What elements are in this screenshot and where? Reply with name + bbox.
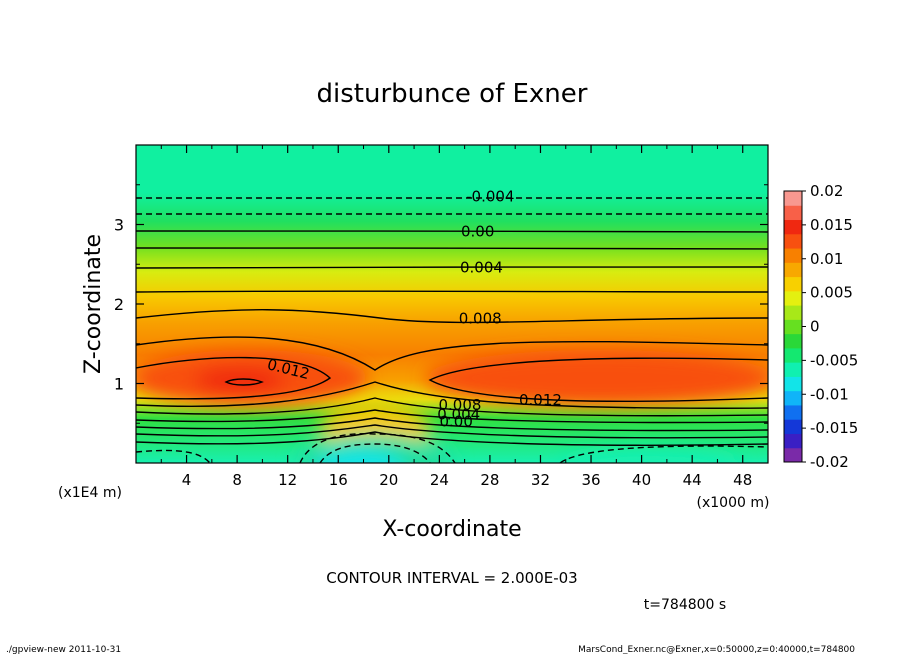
colorbar-segment (784, 347, 802, 363)
colorbar-segment (784, 390, 802, 406)
contour-interval-text: CONTOUR INTERVAL = 2.000E-03 (326, 569, 577, 587)
colorbar-tick-label: 0 (810, 318, 820, 336)
contour-0.006-lower (136, 409, 768, 424)
colorbar-tick-label: -0.01 (810, 385, 849, 403)
colorbar-segment (784, 262, 802, 278)
colorbar-segment (784, 205, 802, 221)
x-axis-label: X-coordinate (382, 517, 521, 542)
x-axis: 4 8 12 16 20 24 28 32 36 40 44 48 (160, 145, 752, 489)
contour-0.004-lower (136, 417, 768, 432)
right-bottom-cool (560, 450, 740, 463)
contour-label-group: -0.0040.000.0040.0080.0120.0120.0080.004… (265, 188, 562, 431)
contour-label: 0.008 (459, 309, 502, 327)
colorbar-segment (784, 319, 802, 335)
colorbar-tick-label: -0.005 (810, 351, 858, 369)
y-unit-label: (x1E4 m) (58, 485, 122, 501)
footer-left: ./gpview-new 2011-10-31 (6, 645, 121, 654)
x-tick-label: 8 (232, 471, 242, 489)
colorbar: 0.02 0.015 0.01 0.005 0 -0.005 -0.01 -0.015 -0.0… (783, 182, 858, 471)
chart-title: disturbunce of Exner (317, 79, 588, 109)
x-tick-label: 36 (581, 471, 600, 489)
x-tick-label: 12 (278, 471, 297, 489)
colorbar-segment (784, 191, 802, 206)
contour-dashed-right (559, 445, 768, 463)
max-core-left (195, 368, 285, 392)
contour-label-text: 0.012 (519, 391, 562, 409)
y-tick-label: 3 (114, 216, 124, 235)
contour-label-text: 0.008 (439, 396, 482, 414)
contour-label: 0.004 (437, 406, 480, 424)
contour-0.00-upper (136, 230, 768, 233)
contour-label-text: 0.00 (461, 223, 494, 241)
contour-label-text: 0.004 (437, 406, 480, 424)
contour-label: 0.004 (460, 258, 503, 276)
contour-0.012-left (136, 356, 332, 400)
colorbar-tick-label: 0.02 (810, 182, 843, 200)
contour-dashed-left (136, 449, 211, 463)
contour-label-text: 0.008 (459, 309, 502, 327)
colorbar-segment (784, 248, 802, 263)
contour-0.010 (136, 336, 768, 371)
contour-0.014 (224, 378, 264, 386)
contour-dashed-center-inner (319, 443, 431, 463)
colorbar-tick-label: -0.02 (810, 453, 849, 471)
colorbar-segment (784, 305, 802, 320)
y-tick-label: 1 (114, 375, 124, 394)
contour-0.012-right (428, 357, 768, 403)
contour-label: 0.008 (439, 396, 482, 414)
contour-0.006 (136, 290, 768, 293)
contour-0.010-lower (136, 381, 768, 409)
contour-label: 0.00 (461, 223, 494, 241)
colorbar-segment (784, 290, 802, 306)
contour-0.002-lower (136, 424, 768, 439)
footer-right: MarsCond_Exner.nc@Exner,x=0:50000,z=0:40… (578, 645, 855, 654)
contour-0.008 (136, 309, 768, 324)
contour-label-text: 0.00 (439, 413, 472, 431)
y-axis-label: Z-coordinate (81, 234, 106, 374)
colorbar-segment (784, 233, 802, 249)
x-tick-label: 28 (480, 471, 499, 489)
contour-dashed-center (299, 433, 456, 463)
x-tick-label: 16 (329, 471, 348, 489)
contour-0.002 (136, 247, 768, 250)
y-tick-label: 2 (114, 295, 124, 314)
y-axis: 1 2 3 (114, 184, 768, 424)
contour-0.004 (136, 266, 768, 269)
contour-label: 0.012 (519, 391, 562, 409)
colorbar-segment (784, 276, 802, 292)
x-tick-label: 32 (531, 471, 550, 489)
x-tick-label: 24 (430, 471, 449, 489)
x-tick-label: 40 (632, 471, 651, 489)
contour-label: -0.004 (466, 188, 514, 206)
x-tick-label: 4 (182, 471, 192, 489)
center-cold (317, 450, 403, 463)
colorbar-segment (784, 404, 802, 420)
colorbar-segment (784, 419, 802, 434)
x-tick-label: 44 (683, 471, 702, 489)
contour-label-text: 0.004 (460, 258, 503, 276)
x-tick-label: 20 (379, 471, 398, 489)
time-text: t=784800 s (644, 597, 726, 613)
colorbar-tick-label: -0.015 (810, 419, 858, 437)
colorbar-segment (784, 433, 802, 449)
contour-lines (136, 197, 768, 463)
colorbar-segment (784, 219, 802, 235)
x-unit-label: (x1000 m) (697, 495, 770, 511)
contour-label-text: -0.004 (466, 188, 514, 206)
colorbar-segment (784, 376, 802, 392)
colorbar-tick-label: 0.01 (810, 250, 843, 268)
heatmap-field: -0.0040.000.0040.0080.0120.0120.0080.004… (136, 145, 768, 463)
colorbar-segment (784, 333, 802, 349)
colorbar-tick-label: 0.015 (810, 216, 853, 234)
contour-0.008-lower (136, 397, 768, 417)
x-tick-label: 48 (733, 471, 752, 489)
colorbar-tick-label: 0.005 (810, 284, 853, 302)
colorbar-segment (784, 447, 802, 463)
contour-label: 0.00 (439, 413, 472, 431)
colorbar-segment (784, 362, 802, 377)
